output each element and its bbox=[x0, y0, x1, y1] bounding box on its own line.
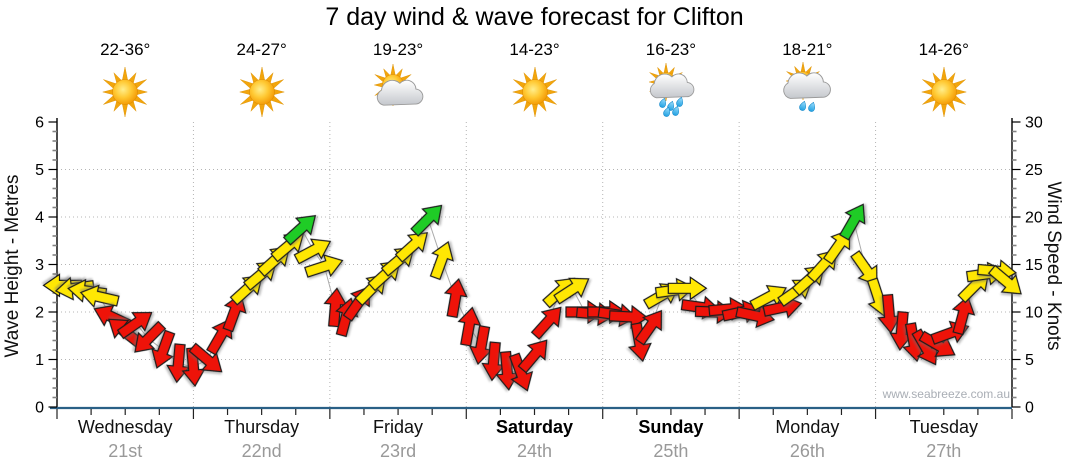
wind-arrow bbox=[667, 276, 708, 301]
wind-arrow bbox=[181, 347, 206, 388]
wave-height-tick-label: 2 bbox=[35, 305, 44, 322]
cloud-shape bbox=[649, 73, 695, 99]
wind-arrow bbox=[850, 250, 878, 286]
day-name-label: Thursday bbox=[224, 417, 300, 437]
weather-icon-sunny bbox=[920, 66, 967, 118]
wind-arrow bbox=[481, 341, 506, 382]
wind-speed-tick-label: 10 bbox=[1025, 305, 1043, 322]
weather-icon-sunny bbox=[102, 66, 149, 118]
wind-arrow bbox=[410, 204, 443, 237]
sun-shape bbox=[238, 66, 285, 118]
wind-arrow bbox=[151, 329, 176, 369]
left-axis-title: Wave Height - Metres bbox=[2, 174, 23, 358]
raindrop-shape bbox=[672, 105, 680, 116]
day-name-label: Sunday bbox=[638, 417, 704, 437]
wind-arrow bbox=[429, 240, 454, 281]
wind-speed-tick-label: 30 bbox=[1025, 115, 1043, 132]
weather-icon-sunny bbox=[238, 66, 285, 118]
day-name-label: Wednesday bbox=[77, 417, 173, 437]
day-date-label: 25th bbox=[653, 441, 689, 461]
sun-shape bbox=[920, 66, 967, 118]
wind-arrow bbox=[116, 311, 153, 340]
wind-arrow bbox=[222, 293, 247, 333]
wind-arrow bbox=[517, 339, 548, 374]
day-date-label: 27th bbox=[926, 441, 962, 461]
wind-arrow bbox=[951, 295, 976, 336]
wave-height-tick-label: 4 bbox=[35, 210, 44, 227]
temp-range-label: 14-26° bbox=[918, 40, 969, 59]
day-name-label: Saturday bbox=[495, 417, 574, 437]
day-name-label: Friday bbox=[373, 417, 424, 437]
wind-arrow bbox=[457, 306, 482, 347]
wind-arrow bbox=[293, 238, 332, 265]
raindrop-shape bbox=[663, 106, 671, 117]
temp-range-label: 16-23° bbox=[645, 40, 697, 59]
temp-range-label: 22-36° bbox=[100, 40, 151, 59]
wind-arrow bbox=[282, 214, 317, 246]
raindrop-shape bbox=[799, 100, 807, 111]
wave-height-tick-label: 0 bbox=[35, 400, 44, 417]
temp-range-label: 18-21° bbox=[782, 40, 833, 59]
wind-arrow bbox=[822, 229, 851, 265]
wind-speed-tick-label: 5 bbox=[1025, 352, 1034, 369]
wind-arrow bbox=[443, 278, 468, 319]
raindrop-shape bbox=[676, 96, 684, 107]
wind-speed-tick-label: 0 bbox=[1025, 400, 1034, 417]
weather-icon-rain bbox=[648, 62, 695, 117]
wind-arrow bbox=[188, 342, 223, 373]
day-name-label: Tuesday bbox=[909, 417, 978, 437]
wave-height-tick-label: 5 bbox=[35, 162, 44, 179]
wind-arrow bbox=[918, 330, 956, 358]
weather-icon-partly-cloudy bbox=[373, 63, 424, 107]
cloud-shape bbox=[376, 79, 424, 106]
wind-arrow bbox=[634, 309, 663, 346]
day-date-label: 22nd bbox=[241, 441, 282, 461]
wave-height-tick-label: 3 bbox=[35, 257, 44, 274]
temp-range-label: 14-23° bbox=[509, 40, 560, 59]
watermark: www.seabreeze.com.au bbox=[882, 387, 1010, 401]
day-name-label: Monday bbox=[775, 417, 840, 437]
wind-arrow bbox=[508, 352, 534, 392]
page-title: 7 day wind & wave forecast for Clifton bbox=[325, 3, 744, 31]
day-date-label: 26th bbox=[789, 441, 825, 461]
sun-shape bbox=[102, 66, 149, 118]
wave-height-tick-label: 6 bbox=[35, 115, 44, 132]
wind-arrow bbox=[134, 320, 167, 353]
day-date-label: 24th bbox=[516, 441, 553, 461]
wind-arrow bbox=[468, 325, 493, 366]
sun-shape bbox=[511, 66, 558, 118]
wind-arrow bbox=[394, 232, 429, 263]
wind-arrow bbox=[553, 277, 590, 305]
temp-range-label: 19-23° bbox=[372, 40, 424, 59]
wind-arrow bbox=[304, 254, 344, 278]
temp-range-label: 24-27° bbox=[236, 40, 287, 59]
wind-speed-tick-label: 20 bbox=[1025, 210, 1043, 227]
weather-icon-sunny bbox=[511, 66, 558, 118]
wave-height-tick-label: 1 bbox=[35, 352, 44, 369]
wind-arrow bbox=[839, 203, 866, 241]
raindrop-shape bbox=[659, 97, 667, 108]
wind-arrow bbox=[987, 264, 1022, 295]
day-date-label: 23rd bbox=[380, 441, 417, 461]
wind-speed-tick-label: 15 bbox=[1025, 257, 1043, 274]
wind-arrow bbox=[79, 284, 120, 309]
wind-speed-tick-label: 25 bbox=[1025, 162, 1043, 179]
wind-arrow bbox=[877, 293, 902, 334]
cloud-shape bbox=[783, 72, 832, 99]
day-date-label: 21st bbox=[108, 441, 143, 461]
right-axis-title: Wind Speed - Knots bbox=[1043, 181, 1064, 351]
raindrop-shape bbox=[808, 101, 816, 112]
weather-icon-rain-light bbox=[783, 62, 832, 112]
wind-arrow bbox=[530, 306, 562, 340]
